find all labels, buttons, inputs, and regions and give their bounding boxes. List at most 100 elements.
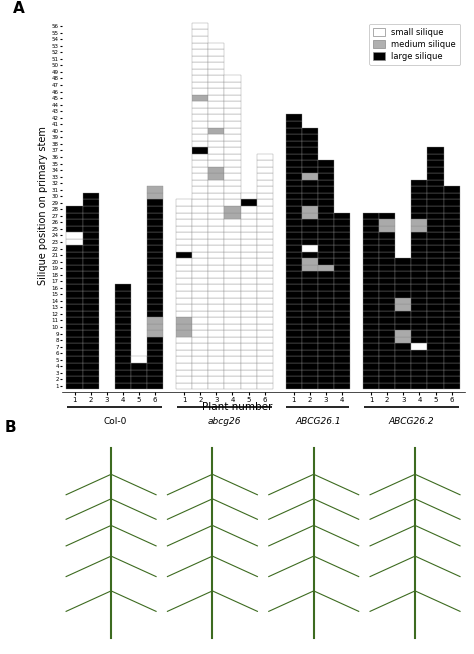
Bar	[286, 141, 302, 147]
Bar	[363, 291, 379, 298]
Bar	[428, 160, 444, 167]
Bar	[224, 141, 240, 147]
Bar	[318, 337, 334, 343]
Bar	[224, 75, 240, 82]
Bar	[286, 245, 302, 252]
Bar	[176, 219, 192, 226]
Bar	[208, 324, 224, 330]
Bar	[363, 284, 379, 291]
Bar	[286, 239, 302, 245]
Bar	[224, 186, 240, 193]
Bar	[428, 219, 444, 226]
Bar	[395, 304, 411, 311]
Bar	[379, 265, 395, 271]
Bar	[256, 173, 273, 180]
Bar	[208, 62, 224, 69]
Bar	[147, 350, 163, 356]
Bar	[240, 311, 256, 317]
Bar	[428, 271, 444, 278]
Bar	[208, 370, 224, 376]
Bar	[66, 330, 82, 337]
Bar	[286, 376, 302, 383]
Bar	[82, 284, 99, 291]
Bar	[192, 180, 208, 186]
Bar	[192, 232, 208, 239]
Bar	[379, 278, 395, 284]
Bar	[82, 291, 99, 298]
Y-axis label: Silique position on primary stem: Silique position on primary stem	[37, 127, 48, 285]
Bar	[208, 173, 224, 180]
Bar	[444, 324, 460, 330]
Bar	[147, 363, 163, 370]
Bar	[411, 284, 428, 291]
Bar	[363, 232, 379, 239]
Bar	[176, 370, 192, 376]
Bar	[318, 330, 334, 337]
Bar	[256, 383, 273, 389]
Bar	[444, 330, 460, 337]
Bar	[411, 311, 428, 317]
Text: Plant number: Plant number	[202, 402, 272, 412]
Bar	[224, 337, 240, 343]
Bar	[192, 82, 208, 88]
Bar	[334, 350, 350, 356]
Bar	[395, 383, 411, 389]
Bar	[444, 226, 460, 232]
Bar	[395, 330, 411, 337]
Bar	[286, 304, 302, 311]
Bar	[318, 343, 334, 350]
Bar	[82, 239, 99, 245]
Bar	[240, 356, 256, 363]
Bar	[176, 245, 192, 252]
Bar	[66, 213, 82, 219]
Bar	[286, 134, 302, 141]
Bar	[363, 311, 379, 317]
Bar	[224, 226, 240, 232]
Bar	[256, 376, 273, 383]
Bar	[428, 245, 444, 252]
Bar	[428, 324, 444, 330]
Bar	[192, 173, 208, 180]
Bar	[395, 271, 411, 278]
Bar	[334, 343, 350, 350]
Bar	[302, 206, 318, 213]
Bar	[256, 219, 273, 226]
Bar	[192, 167, 208, 173]
Bar	[208, 56, 224, 62]
Bar	[147, 291, 163, 298]
Bar	[66, 278, 82, 284]
Bar	[82, 324, 99, 330]
Bar	[208, 278, 224, 284]
Bar	[147, 356, 163, 363]
Bar	[428, 291, 444, 298]
Bar	[318, 265, 334, 271]
Bar	[302, 278, 318, 284]
Bar	[428, 363, 444, 370]
Bar	[302, 213, 318, 219]
Bar	[428, 199, 444, 206]
Bar	[318, 213, 334, 219]
Bar	[240, 278, 256, 284]
Bar	[379, 350, 395, 356]
Bar	[286, 324, 302, 330]
Bar	[208, 245, 224, 252]
Bar	[192, 239, 208, 245]
Bar	[192, 29, 208, 36]
Text: ABCG26.1: ABCG26.1	[295, 417, 341, 426]
Bar	[334, 226, 350, 232]
Bar	[66, 370, 82, 376]
Bar	[66, 337, 82, 343]
Bar	[208, 180, 224, 186]
Bar	[428, 206, 444, 213]
Bar	[192, 95, 208, 101]
Bar	[208, 226, 224, 232]
Bar	[66, 376, 82, 383]
Bar	[379, 258, 395, 265]
Bar	[82, 370, 99, 376]
Bar	[363, 226, 379, 232]
Bar	[66, 363, 82, 370]
Bar	[318, 173, 334, 180]
Bar	[302, 199, 318, 206]
Bar	[66, 258, 82, 265]
Bar	[302, 232, 318, 239]
